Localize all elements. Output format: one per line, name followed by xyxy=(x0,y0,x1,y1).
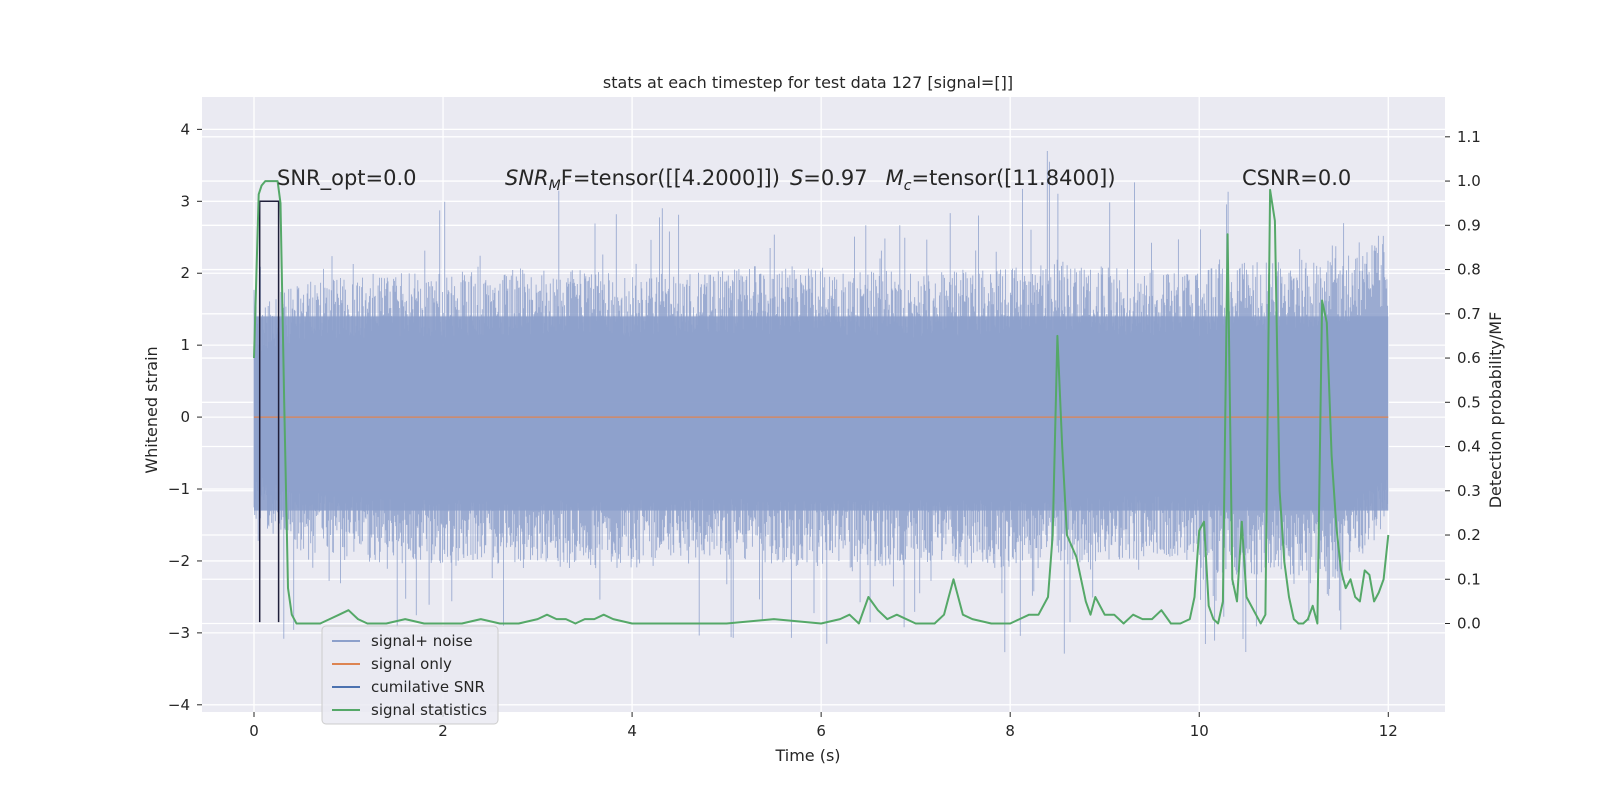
legend-box xyxy=(321,625,499,725)
series-lines xyxy=(253,180,1390,625)
y-right-tick-label-9: 0.9 xyxy=(1457,216,1481,234)
x-axis-label: Time (s) xyxy=(774,746,840,765)
y-left-tick-label-6: 2 xyxy=(180,264,190,282)
annotation-csnr: CSNR=0.0 xyxy=(1242,166,1351,190)
annotation-snr-opt: SNR_opt=0.0 xyxy=(277,166,417,191)
legend-label-signal-only: signal only xyxy=(371,655,452,673)
series-cumulative-snr xyxy=(258,200,280,623)
y-right-tick-label-8: 0.8 xyxy=(1457,261,1481,279)
legend-label-signal-statistics: signal statistics xyxy=(371,701,487,719)
y-left-tick-label-2: −2 xyxy=(168,552,190,570)
x-tick-label-2: 4 xyxy=(627,722,637,740)
y-left-tick-label-8: 4 xyxy=(180,120,190,138)
y-right-tick-label-11: 1.1 xyxy=(1457,128,1481,146)
s-label: S xyxy=(790,166,803,190)
s-value: =0.97 xyxy=(803,166,867,190)
y-right-tick-label-1: 0.1 xyxy=(1457,570,1481,588)
y-right-tick-label-10: 1.0 xyxy=(1457,172,1481,190)
right-axis-ticks: 0.0 0.1 0.2 0.3 0.4 0.5 0.6 0.7 0.8 0.9 1.0 1.1 xyxy=(1445,128,1481,633)
y-right-tick-label-0: 0.0 xyxy=(1457,615,1481,633)
y-left-tick-label-4: 0 xyxy=(180,408,190,426)
chart-title: stats at each timestep for test data 127… xyxy=(603,73,1013,92)
mc-label: M xyxy=(886,166,904,190)
annotation-snr-mf: SNRMF=tensor([[4.2000]]) S=0.97 Mc=tensor(… xyxy=(505,166,1116,194)
x-tick-label-4: 8 xyxy=(1005,722,1015,740)
noise-layer xyxy=(253,151,1389,654)
y-left-tick-label-0: −4 xyxy=(168,696,190,714)
y-left-tick-label-5: 1 xyxy=(180,336,190,354)
legend: signal+ noise signal only cumilative SNR… xyxy=(321,625,499,725)
x-axis-ticks: 0 2 4 6 8 10 12 xyxy=(249,712,1398,740)
y-right-tick-label-5: 0.5 xyxy=(1457,393,1481,411)
series-signal-statistics xyxy=(253,180,1390,625)
series-signal-noise-core xyxy=(253,316,1389,511)
x-tick-label-6: 12 xyxy=(1379,722,1398,740)
legend-label-cumulative-snr: cumilative SNR xyxy=(371,678,485,696)
y-right-tick-label-6: 0.6 xyxy=(1457,349,1481,367)
y-left-tick-label-1: −3 xyxy=(168,624,190,642)
y-right-tick-label-7: 0.7 xyxy=(1457,305,1481,323)
snr-mf-value: F=tensor([[4.2000]]) xyxy=(561,166,780,190)
y-right-tick-label-3: 0.3 xyxy=(1457,482,1481,500)
legend-label-noise: signal+ noise xyxy=(371,632,473,650)
x-tick-label-5: 10 xyxy=(1190,722,1209,740)
snr-mf-prefix: SNR xyxy=(505,166,549,190)
x-tick-label-1: 2 xyxy=(438,722,448,740)
x-tick-label-0: 0 xyxy=(249,722,259,740)
snr-mf-subscript: M xyxy=(549,178,561,194)
right-axis-label: Detection probability/MF xyxy=(1486,312,1505,509)
mc-value: =tensor([11.8400]) xyxy=(911,166,1115,190)
left-axis-ticks: −4 −3 −2 −1 0 1 2 3 4 xyxy=(168,120,202,714)
x-tick-label-3: 6 xyxy=(816,722,826,740)
left-axis-label: Whitened strain xyxy=(142,346,161,473)
y-right-tick-label-2: 0.2 xyxy=(1457,526,1481,544)
y-left-tick-label-7: 3 xyxy=(180,192,190,210)
y-left-tick-label-3: −1 xyxy=(168,480,190,498)
y-right-tick-label-4: 0.4 xyxy=(1457,438,1481,456)
mc-subscript: c xyxy=(904,178,912,194)
